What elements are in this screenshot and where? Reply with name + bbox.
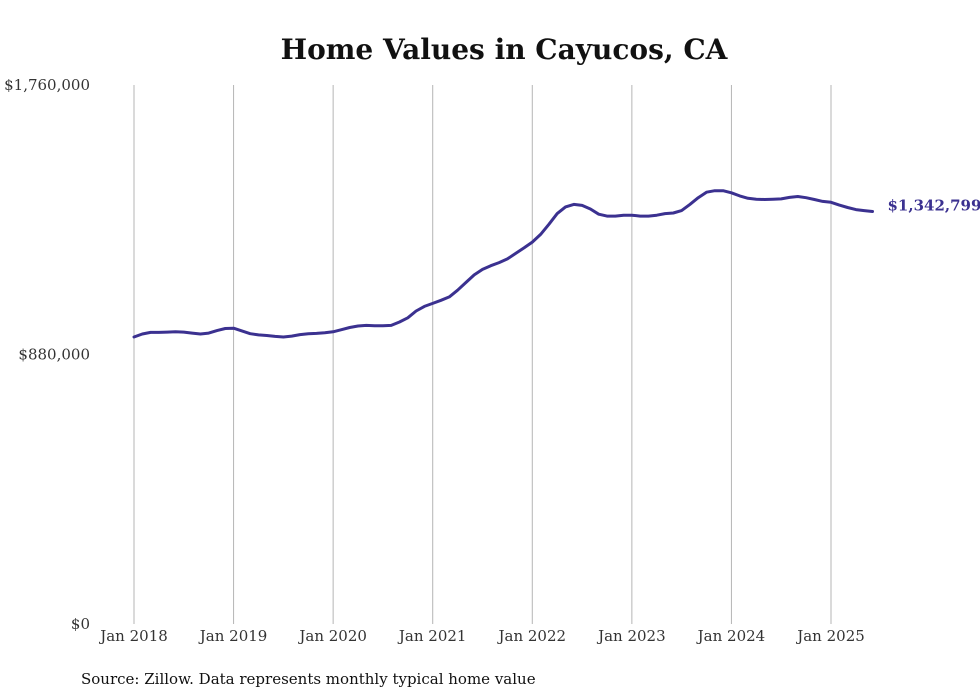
x-tick-label: Jan 2021 [397,627,467,645]
y-tick-label: $880,000 [18,346,90,364]
x-tick-label: Jan 2024 [696,627,766,645]
x-tick-label: Jan 2018 [98,627,168,645]
source-note: Source: Zillow. Data represents monthly … [81,670,536,688]
y-tick-label: $1,760,000 [4,76,90,94]
x-tick-label: Jan 2020 [297,627,367,645]
x-tick-label: Jan 2019 [198,627,268,645]
end-value-label: $1,342,799 [887,196,980,214]
home-value-line [132,189,874,339]
y-tick-label: $0 [71,615,90,633]
grid-lines [133,85,832,624]
x-tick-label: Jan 2022 [497,627,567,645]
x-axis-ticks: Jan 2018 Jan 2019 Jan 2020 Jan 2021 Jan 2022… [98,627,865,645]
x-tick-label: Jan 2023 [596,627,666,645]
y-axis-ticks: $0 $880,000 $1,760,000 [4,76,90,633]
chart-title: Home Values in Cayucos, CA [281,33,729,66]
x-tick-label: Jan 2025 [795,627,865,645]
